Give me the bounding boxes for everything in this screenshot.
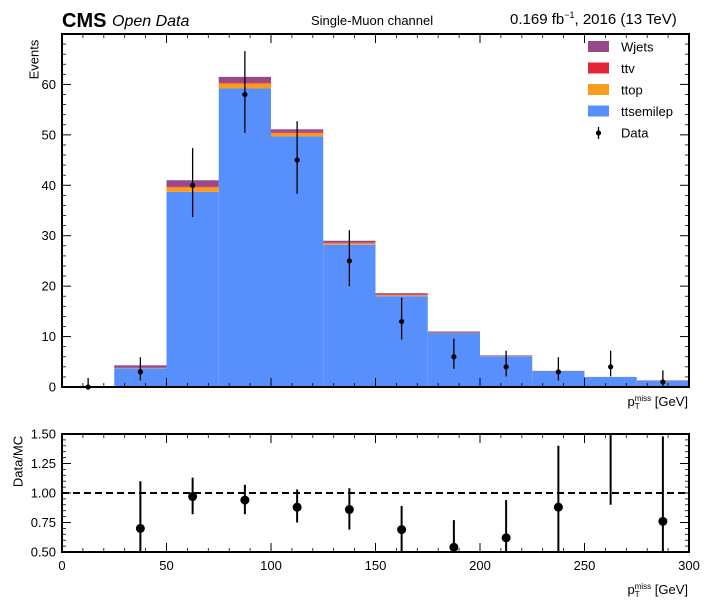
x-label-unit: [GeV] [651, 582, 688, 597]
legend-label-ttsemilep: ttsemilep [621, 104, 673, 119]
bar-ttsemilep [218, 88, 271, 387]
data-point [555, 369, 561, 375]
bar-Wjets [375, 293, 428, 295]
experiment-label: CMS [62, 10, 107, 32]
legend-swatch-ttop [588, 84, 609, 95]
ratio-y-tick-label: 1.00 [31, 486, 56, 501]
x-label-sup: miss [634, 582, 652, 591]
data-point [503, 364, 509, 370]
y-tick-label: 40 [42, 178, 56, 193]
legend-swatch-ttsemilep [588, 105, 609, 117]
luminosity-label: 0.169 fb−1, 2016 (13 TeV) [510, 10, 677, 28]
ratio-plot: 0.50 0.75 1.00 1.25 1.50 0 50 100 150 200 250 300 [31, 427, 700, 574]
data-point [294, 157, 300, 163]
data-point [190, 182, 196, 188]
ratio-point [135, 523, 145, 533]
y-tick-label: 0 [49, 380, 56, 395]
y-tick-label: 60 [42, 77, 56, 92]
ratio-point [397, 525, 407, 535]
y-tick-label: 30 [42, 228, 56, 243]
y-tick-label: 10 [42, 329, 56, 344]
legend-marker [595, 130, 602, 136]
bar-ttsemilep [166, 191, 219, 387]
legend-label-Data: Data [621, 126, 649, 141]
x-label-sub: T [634, 402, 640, 411]
ratio-y-tick-label: 1.50 [31, 427, 56, 442]
x-tick-label: 250 [574, 558, 596, 573]
channel-label: Single-Muon channel [311, 13, 434, 28]
legend-label-Wjets: Wjets [621, 40, 654, 55]
legend-swatch-ttv [588, 62, 609, 74]
x-tick-label: 200 [469, 558, 491, 573]
ratio-point [553, 502, 563, 512]
x-tick-label: 0 [58, 558, 65, 573]
x-tick-label: 300 [678, 558, 700, 573]
x-label-unit: [GeV] [651, 394, 688, 409]
ratio-point [658, 516, 668, 526]
ratio-y-tick-label: 0.50 [31, 545, 56, 560]
legend-label-ttop: ttop [621, 83, 643, 98]
lumi-suffix: , 2016 (13 TeV) [574, 11, 677, 28]
bar-ttop [427, 332, 480, 334]
y-axis-label-events: Events [26, 39, 42, 80]
lumi-value: 0.169 fb [510, 11, 565, 28]
x-tick-label: 150 [365, 558, 387, 573]
x-axis-label-top: p miss T [GeV] [627, 394, 688, 411]
ratio-point [344, 505, 354, 515]
x-label-sup: miss [634, 394, 652, 403]
legend-swatch-Wjets [588, 41, 609, 52]
x-tick-label: 100 [260, 558, 282, 573]
ratio-point [188, 492, 198, 502]
ratio-y-tick-label: 0.75 [31, 515, 56, 530]
y-tick-label: 50 [42, 127, 56, 142]
bar-ttsemilep [584, 376, 637, 387]
ratio-point [292, 502, 302, 512]
data-point [137, 369, 143, 375]
ratio-point [240, 495, 250, 505]
x-label-sub: T [634, 590, 640, 599]
open-data-label: Open Data [112, 13, 190, 30]
bar-ttop [375, 295, 428, 297]
x-tick-label: 50 [159, 558, 173, 573]
data-point [451, 354, 457, 360]
data-point [399, 318, 405, 325]
x-label-p: p [627, 582, 635, 597]
x-axis-label-bottom: p miss T [GeV] [627, 582, 688, 599]
main-plot: 0 10 20 30 40 50 60 Wjets ttv ttop ttsemilep Data [42, 33, 690, 395]
ratio-point [449, 542, 459, 552]
legend-label-ttv: ttv [621, 61, 635, 76]
data-point [242, 91, 248, 98]
data-point [346, 258, 352, 264]
y-tick-label: 20 [42, 279, 56, 294]
x-label-p: p [627, 394, 635, 409]
bar-Wjets [427, 331, 480, 333]
bar-ttv [375, 294, 428, 296]
ratio-y-tick-label: 1.25 [31, 456, 56, 471]
y-axis-label-ratio: Data/MC [10, 435, 26, 488]
ratio-point [501, 533, 511, 543]
data-point [660, 379, 666, 385]
lumi-exponent: −1 [564, 10, 575, 20]
data-point [608, 364, 614, 370]
